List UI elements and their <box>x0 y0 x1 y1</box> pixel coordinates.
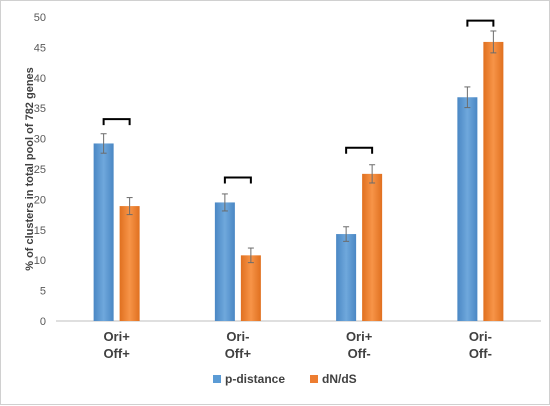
y-tick-label: 15 <box>34 225 46 237</box>
legend-swatch <box>310 375 318 383</box>
legend: p-distance dN/dS <box>213 372 357 386</box>
bar-p-distance-2 <box>336 234 357 321</box>
significance-bracket <box>102 118 131 126</box>
y-tick-label: 10 <box>34 255 46 267</box>
legend-label: dN/dS <box>322 372 357 386</box>
category-label: Off- <box>348 346 371 361</box>
legend-swatch <box>213 375 221 383</box>
bars <box>93 41 504 321</box>
category-labels: Ori+ Off+ Ori- Off+ Ori+ Off- Ori- Off- <box>103 329 492 361</box>
bar-dnds-3 <box>483 41 504 321</box>
y-tick-label: 40 <box>34 73 46 85</box>
legend-label: p-distance <box>225 372 285 386</box>
bar-p-distance-0 <box>93 143 114 321</box>
significance-brackets <box>102 19 495 184</box>
category-label: Off+ <box>103 346 130 361</box>
bar-p-distance-1 <box>214 202 235 321</box>
significance-bracket <box>345 146 374 154</box>
y-tick-label: 20 <box>34 194 46 206</box>
significance-bracket <box>223 176 252 184</box>
y-tick-label: 5 <box>40 286 46 298</box>
bar-p-distance-3 <box>457 97 478 321</box>
y-tick-label: 35 <box>34 103 46 115</box>
y-tick-label: 25 <box>34 164 46 176</box>
y-tick-label: 45 <box>34 42 46 54</box>
category-label: Ori+ <box>346 329 373 344</box>
y-tick-label: 0 <box>40 316 46 328</box>
y-axis-ticks: 0 5 10 15 20 25 30 35 40 45 50 <box>34 12 46 328</box>
category-label: Ori+ <box>103 329 130 344</box>
y-axis-title: % of clusters in total pool of 782 genes <box>24 67 36 271</box>
category-label: Ori- <box>226 329 249 344</box>
y-tick-label: 50 <box>34 12 46 24</box>
error-bars <box>100 30 497 264</box>
significance-bracket <box>466 19 495 27</box>
bar-dnds-0 <box>119 206 140 321</box>
bar-dnds-2 <box>362 173 383 321</box>
category-label: Off+ <box>225 346 252 361</box>
bar-dnds-1 <box>240 255 261 321</box>
category-label: Ori- <box>469 329 492 344</box>
category-label: Off- <box>469 346 492 361</box>
y-tick-label: 30 <box>34 134 46 146</box>
